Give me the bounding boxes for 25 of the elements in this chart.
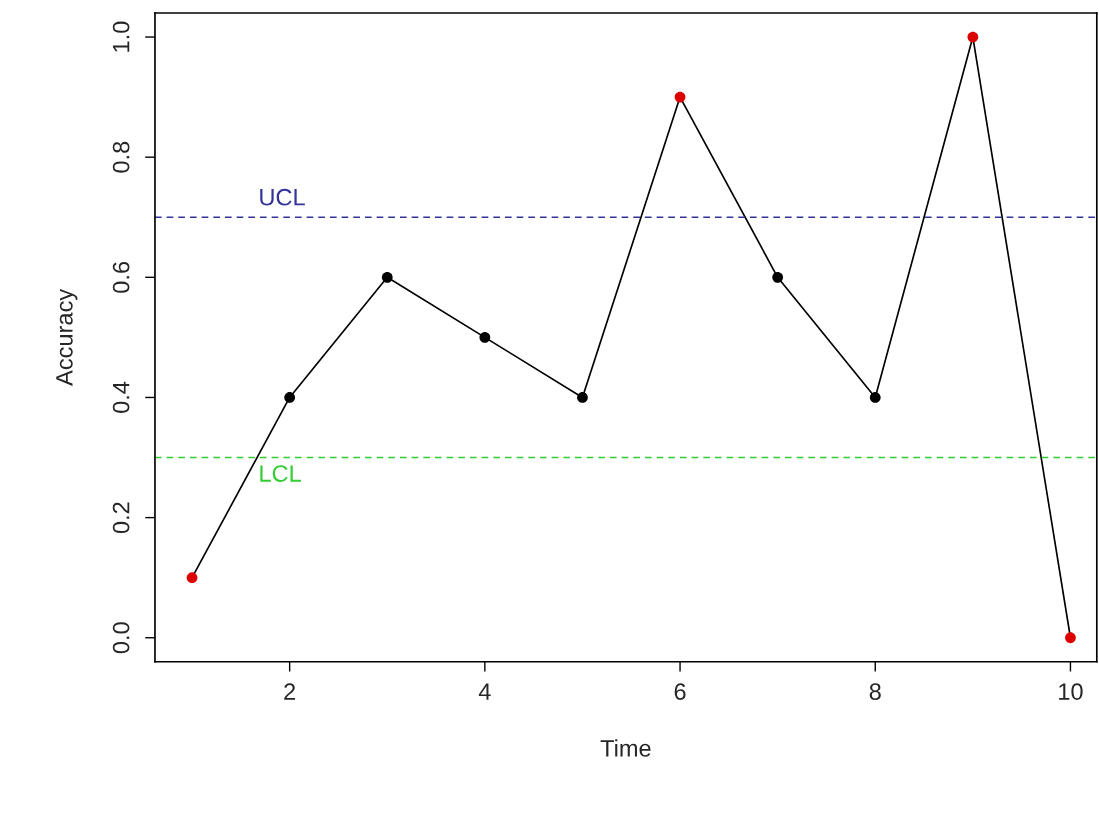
y-tick-label: 0.2 xyxy=(112,502,130,534)
x-axis-title: Time xyxy=(600,739,651,757)
point xyxy=(479,332,491,343)
y-tick-label: 0.0 xyxy=(112,622,130,654)
point xyxy=(674,91,686,103)
point xyxy=(869,392,881,403)
y-axis-title: Accuracy xyxy=(56,288,78,386)
y-tick-label: 0.4 xyxy=(112,381,130,413)
x-tick-label: 2 xyxy=(284,683,296,700)
point xyxy=(186,572,198,584)
y-tick-label: 1.0 xyxy=(112,21,130,52)
point xyxy=(577,392,588,403)
ref-line-label: LCL xyxy=(260,465,301,482)
x-tick-label: 4 xyxy=(478,683,491,700)
point xyxy=(967,31,979,43)
point xyxy=(772,271,784,283)
point xyxy=(381,271,393,283)
x-tick-label: 6 xyxy=(674,683,686,700)
ref-line-label: UCL xyxy=(260,188,305,206)
point xyxy=(1065,632,1076,644)
point xyxy=(284,392,296,403)
y-tick-label: 0.6 xyxy=(112,261,130,293)
x-tick-label: 10 xyxy=(1059,683,1083,700)
x-tick-label: 8 xyxy=(869,683,881,700)
y-tick-label: 0.8 xyxy=(112,141,130,173)
